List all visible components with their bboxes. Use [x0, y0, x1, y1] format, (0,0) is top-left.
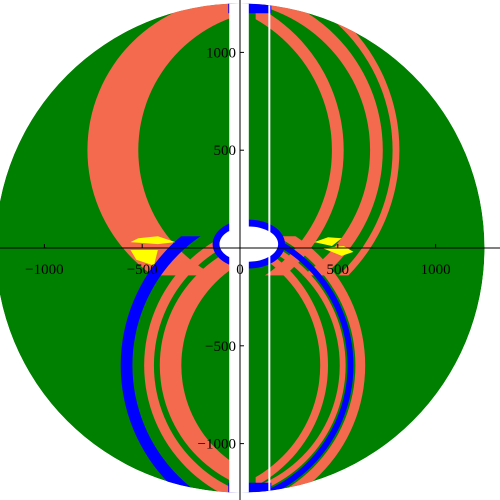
yellow-patch-1	[130, 249, 158, 266]
y-tick-label-2: −500	[205, 339, 236, 355]
tick-layer: −1000 −500 0 500 1000 1000 500 −500 −1000	[25, 45, 450, 452]
y-tick-label-1: 500	[214, 143, 237, 159]
x-tick-label-4: 1000	[421, 262, 451, 278]
x-tick-label-3: 500	[327, 262, 350, 278]
x-tick-label-2: 0	[236, 262, 244, 278]
y-tick-label-3: −1000	[198, 437, 236, 453]
blue-edge-0	[228, 3, 272, 14]
x-tick-label-0: −1000	[25, 262, 63, 278]
blue-edge-1	[228, 482, 272, 493]
center-hole	[219, 226, 279, 262]
region-layer	[0, 3, 485, 493]
yellow-patch-0	[130, 236, 176, 245]
y-tick-label-0: 1000	[206, 45, 236, 61]
x-tick-label-1: −500	[127, 262, 158, 278]
yellow-patch-2	[314, 237, 342, 247]
